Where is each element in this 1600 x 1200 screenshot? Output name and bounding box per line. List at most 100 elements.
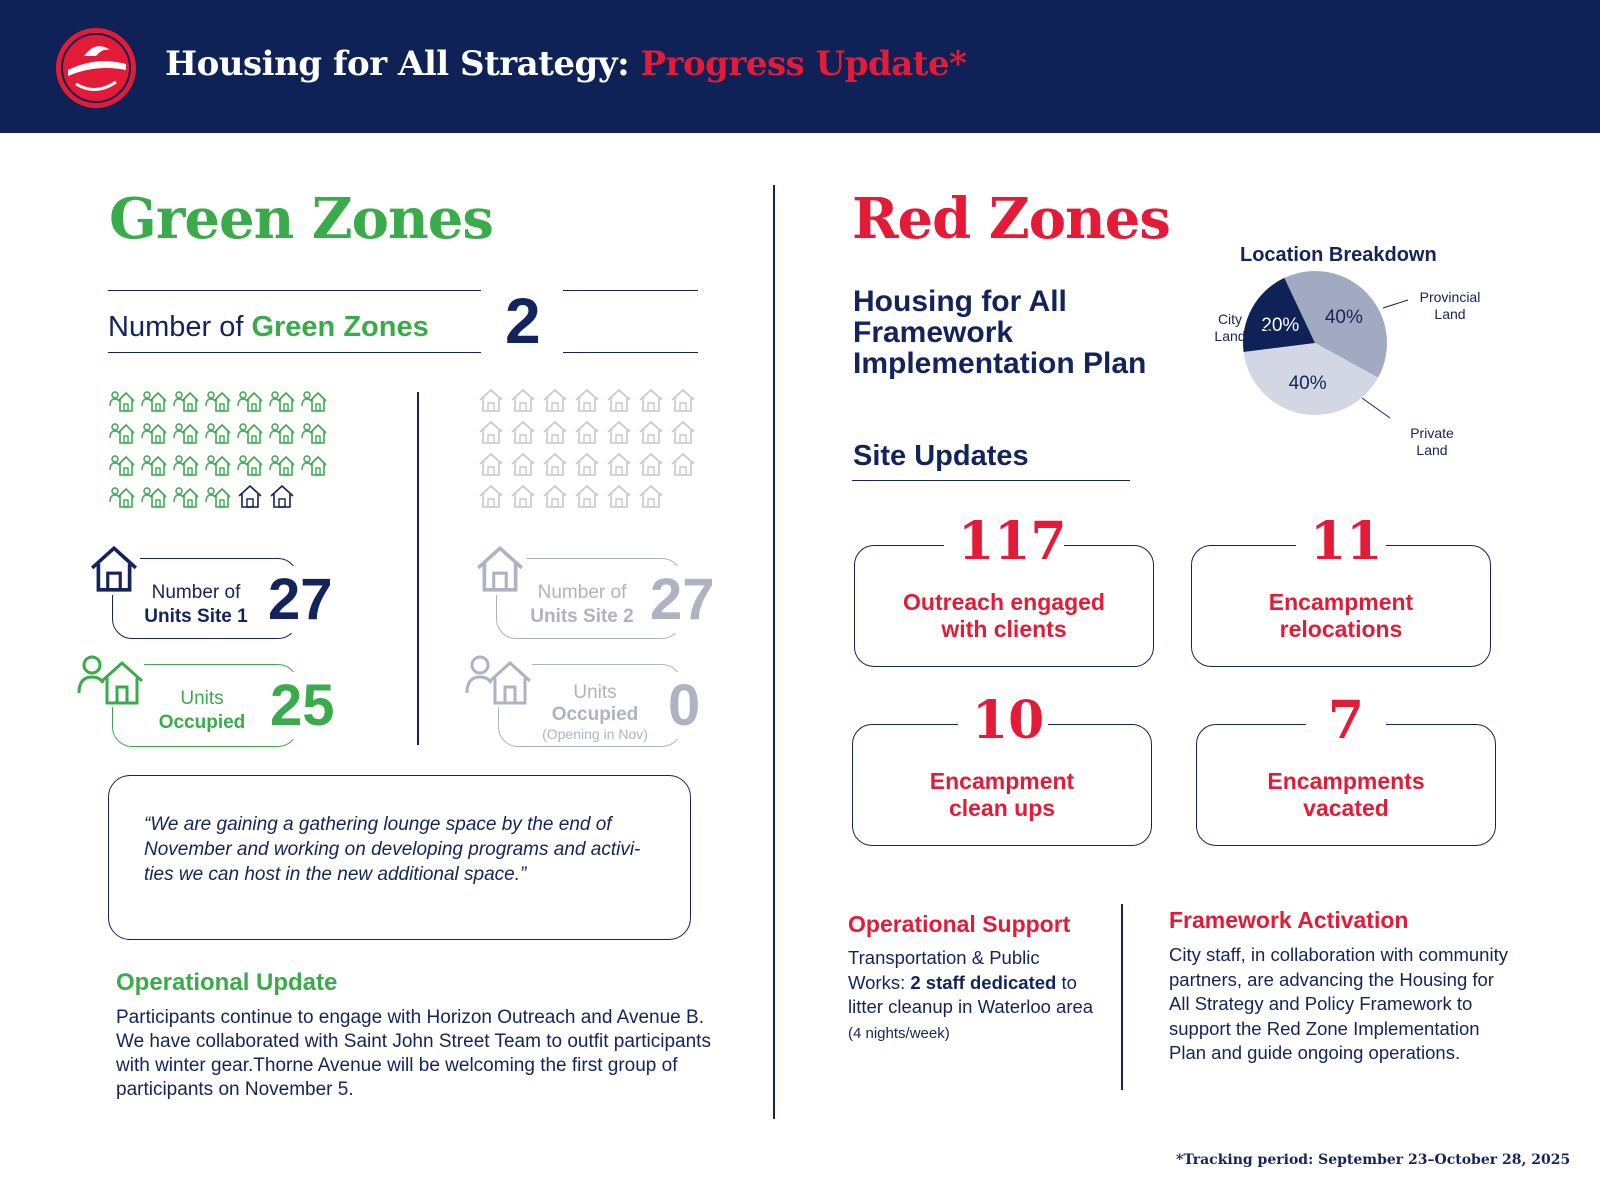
- divider-line: [563, 352, 698, 353]
- person-house-icon: [237, 455, 263, 476]
- green-zone-count-label: Number of Green Zones: [108, 311, 429, 344]
- house-icon: [474, 543, 526, 595]
- label-line: Outreach engaged: [903, 589, 1105, 615]
- card-label: Encampments vacated: [1196, 768, 1496, 822]
- person-house-icon: [205, 423, 231, 444]
- house-icon: [575, 485, 599, 508]
- house-icon: [639, 453, 663, 476]
- text-run: Transportation & Public Works:: [848, 947, 1040, 993]
- city-logo-icon: [56, 28, 136, 108]
- person-house-icon: [237, 423, 263, 444]
- house-icon: [671, 421, 695, 444]
- location-pie-chart: 40%40%20%ProvincialLandPrivateLandCityLa…: [1214, 271, 1481, 458]
- operational-update-text: Participants continue to engage with Hor…: [116, 1007, 711, 1100]
- pie-value-label: 20%: [1261, 315, 1299, 336]
- count-label-accent: Green Zones: [251, 311, 429, 343]
- house-icon: [575, 421, 599, 444]
- person-house-icon: [141, 455, 167, 476]
- pie-leader-line: [1361, 397, 1391, 419]
- person-house-icon: [76, 651, 144, 707]
- house-icon: [511, 453, 535, 476]
- label-line: Encampment: [929, 768, 1075, 794]
- text-run-bold: 2 staff dedicated: [910, 971, 1057, 993]
- site1-occupied-label: Units Occupied: [150, 687, 254, 735]
- label-note: (Opening in Nov): [542, 726, 648, 742]
- house-icon: [479, 485, 503, 508]
- site1-units-label: Number of Units Site 1: [140, 581, 252, 629]
- framework-activation-title: Framework Activation: [1169, 907, 1409, 933]
- house-icon: [639, 485, 663, 508]
- card-value: 117: [944, 512, 1067, 572]
- pie-category-label: Land: [1416, 442, 1447, 458]
- house-icon: [639, 389, 663, 412]
- label-line: relocations: [1279, 616, 1403, 642]
- pie-leader-line: [1382, 299, 1409, 309]
- house-icon: [607, 485, 631, 508]
- site1-occupied-value: 25: [266, 672, 339, 739]
- house-icon: [639, 421, 663, 444]
- card-label: Encampment relocations: [1191, 589, 1491, 643]
- green-zone-count: 2: [505, 285, 541, 357]
- house-icon: [607, 389, 631, 412]
- label-line: Occupied: [158, 712, 246, 733]
- pie-category-label: Land: [1214, 328, 1245, 344]
- person-house-icon: [269, 391, 295, 412]
- site-updates-title: Site Updates: [853, 440, 1029, 472]
- person-house-icon: [269, 455, 295, 476]
- house-icon: [575, 389, 599, 412]
- label-line: Encampments: [1267, 768, 1425, 794]
- house-icon: [511, 485, 535, 508]
- person-house-icon: [109, 455, 135, 476]
- house-icon: [479, 421, 503, 444]
- header-title: Housing for All Strategy: Progress Updat…: [165, 44, 967, 84]
- person-house-icon: [141, 391, 167, 412]
- header-title-main: Housing for All Strategy:: [165, 44, 630, 84]
- house-icon: [671, 389, 695, 412]
- label-line: Occupied: [551, 704, 639, 725]
- house-icon: [607, 453, 631, 476]
- divider-line: [563, 290, 698, 291]
- person-house-icon: [173, 487, 199, 508]
- implementation-plan-title: Housing for All Framework Implementation…: [853, 285, 1147, 380]
- label-line: Encampment: [1268, 589, 1414, 615]
- person-house-icon: [205, 455, 231, 476]
- person-house-icon: [301, 391, 327, 412]
- card-label: Encampment clean ups: [852, 768, 1152, 822]
- count-label-prefix: Number of: [108, 311, 244, 343]
- card-label: Outreach engaged with clients: [854, 589, 1154, 643]
- green-zones-heading: Green Zones: [109, 186, 494, 252]
- site1-units-value: 27: [264, 566, 337, 633]
- person-house-icon: [141, 423, 167, 444]
- operational-support-title: Operational Support: [848, 911, 1071, 937]
- label-line: clean ups: [948, 795, 1056, 821]
- person-house-icon: [109, 487, 135, 508]
- label-line: Units: [573, 682, 617, 703]
- person-house-icon: [205, 391, 231, 412]
- house-icon: [543, 421, 567, 444]
- location-breakdown-title: Location Breakdown: [1240, 244, 1437, 266]
- center-divider: [773, 185, 775, 1119]
- tracking-period-footnote: *Tracking period: September 23–October 2…: [1176, 1152, 1571, 1168]
- label-line: Units Site 1: [144, 606, 248, 627]
- house-icon: [575, 453, 599, 476]
- label-line: vacated: [1303, 795, 1389, 821]
- house-icon: [511, 421, 535, 444]
- house-icon: [543, 485, 567, 508]
- pie-category-label: Private: [1410, 425, 1454, 441]
- divider-line: [108, 290, 481, 291]
- site2-units-value: 27: [646, 566, 719, 633]
- pie-slice: [1284, 271, 1387, 378]
- quote-box: [108, 775, 691, 940]
- person-house-icon: [109, 423, 135, 444]
- house-icon: [543, 389, 567, 412]
- house-icon: [543, 453, 567, 476]
- quote-text: “We are gaining a gathering lounge space…: [144, 814, 641, 885]
- pie-category-label: Provincial: [1420, 289, 1481, 305]
- red-zones-heading: Red Zones: [852, 186, 1171, 252]
- person-house-icon: [205, 487, 231, 508]
- person-house-icon: [464, 651, 532, 707]
- text-run: to litter cleanup in Waterloo area: [848, 971, 1094, 1018]
- divider-line: [108, 352, 481, 353]
- person-house-icon: [301, 455, 327, 476]
- label-line: Units Site 2: [530, 606, 634, 627]
